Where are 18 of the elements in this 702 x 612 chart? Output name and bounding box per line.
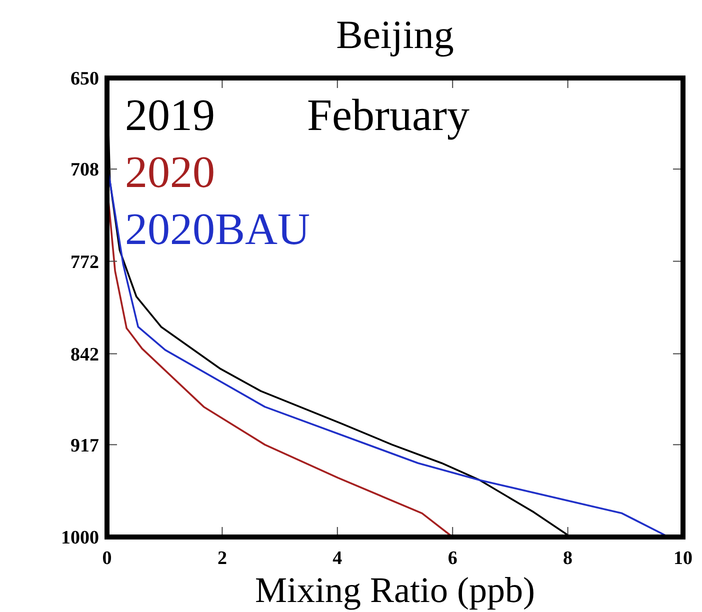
series-label: 2020BAU [125, 204, 310, 254]
x-tick-label: 6 [448, 548, 458, 569]
x-tick-label: 10 [674, 548, 692, 569]
x-tick-label: 2 [217, 548, 227, 569]
x-tick-label: 8 [563, 548, 573, 569]
annotation: February [307, 90, 470, 140]
y-tick-label: 1000 [61, 528, 99, 549]
y-tick-label: 917 [70, 435, 100, 456]
series-label: 2019 [125, 90, 215, 140]
y-tick-label: 772 [70, 252, 99, 273]
y-tick-label: 650 [70, 68, 99, 90]
series-label: 2020 [125, 147, 215, 197]
chart-title: Beijing [336, 12, 454, 57]
x-tick-label: 0 [102, 548, 112, 569]
x-axis-title: Mixing Ratio (ppb) [255, 570, 535, 610]
y-tick-label: 708 [70, 160, 99, 181]
x-tick-label: 4 [332, 548, 343, 569]
y-tick-label: 842 [70, 344, 99, 366]
